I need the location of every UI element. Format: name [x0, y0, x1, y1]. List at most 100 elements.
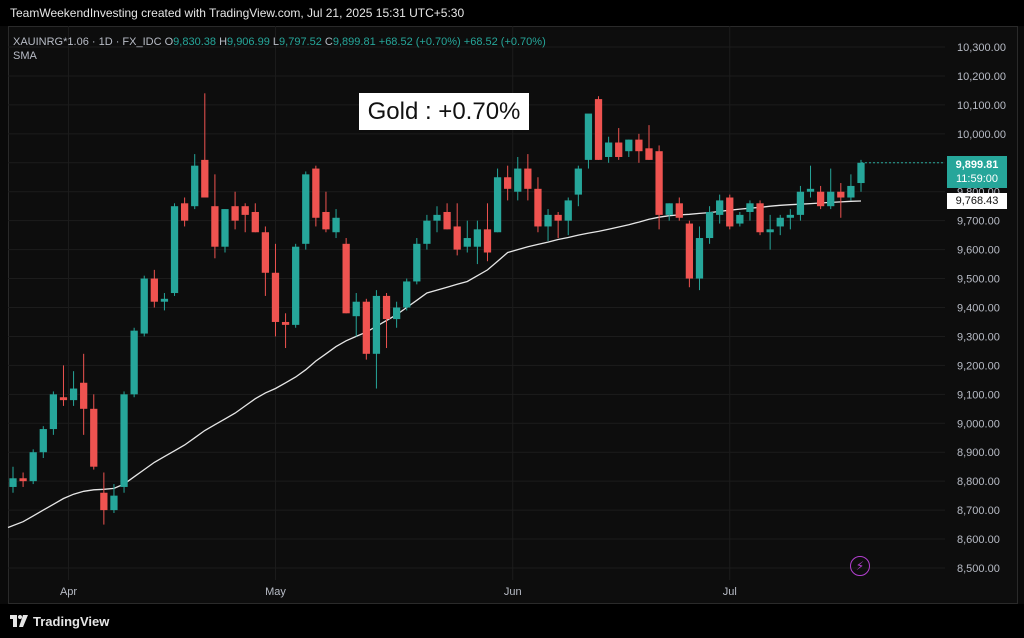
candle[interactable]	[211, 174, 219, 259]
candle[interactable]	[29, 449, 37, 485]
candle[interactable]	[170, 203, 179, 296]
candle[interactable]	[524, 154, 532, 201]
sma-indicator-label[interactable]: SMA	[13, 50, 37, 62]
candle[interactable]	[514, 156, 522, 201]
candle[interactable]	[80, 353, 88, 435]
candle[interactable]	[756, 200, 764, 236]
candle[interactable]	[443, 203, 451, 230]
bar-countdown: 11:59:00	[955, 173, 998, 185]
candle[interactable]	[695, 226, 704, 291]
candle[interactable]	[645, 125, 653, 160]
candle[interactable]	[352, 293, 360, 337]
candle[interactable]	[625, 139, 633, 157]
last-price-value: 9,899.81	[955, 159, 999, 171]
x-tick-label: Jun	[504, 586, 522, 598]
candle[interactable]	[100, 472, 108, 525]
candle[interactable]	[766, 214, 774, 250]
candle[interactable]	[90, 394, 98, 470]
candle[interactable]	[544, 209, 552, 241]
candle[interactable]	[594, 96, 603, 160]
candle[interactable]	[201, 93, 209, 198]
candle[interactable]	[554, 211, 562, 239]
candle[interactable]	[110, 484, 118, 514]
candle[interactable]	[584, 113, 593, 169]
close-value: 9,899.81	[332, 36, 376, 48]
lightning-icon[interactable]: ⚡	[850, 556, 870, 576]
candle[interactable]	[9, 466, 17, 493]
candle[interactable]	[504, 165, 512, 201]
candle[interactable]	[534, 177, 542, 233]
candle[interactable]	[473, 220, 482, 265]
candle[interactable]	[827, 168, 835, 210]
candle[interactable]	[685, 220, 694, 288]
candle[interactable]	[705, 206, 714, 244]
candle[interactable]	[241, 203, 249, 233]
candle[interactable]	[342, 238, 350, 314]
candle[interactable]	[806, 165, 815, 198]
candle[interactable]	[837, 183, 845, 218]
candle[interactable]	[483, 203, 492, 262]
candle[interactable]	[322, 191, 330, 233]
candle[interactable]	[857, 159, 865, 192]
candle[interactable]	[433, 206, 441, 233]
candle[interactable]	[816, 185, 825, 210]
candle[interactable]	[726, 194, 734, 230]
candle[interactable]	[261, 226, 270, 296]
candle[interactable]	[221, 209, 229, 253]
candle[interactable]	[564, 197, 572, 236]
candle[interactable]	[39, 426, 47, 459]
y-tick-label: 9,400.00	[957, 303, 1000, 315]
y-tick-label: 9,000.00	[957, 418, 1000, 430]
candle[interactable]	[574, 165, 582, 207]
candle[interactable]	[191, 154, 199, 210]
candle[interactable]	[403, 278, 411, 311]
candle[interactable]	[463, 220, 471, 253]
candle[interactable]	[312, 165, 320, 227]
candle[interactable]	[746, 200, 754, 221]
candle[interactable]	[130, 327, 138, 398]
candle[interactable]	[281, 313, 290, 349]
candle[interactable]	[140, 275, 148, 337]
candle[interactable]	[362, 298, 370, 360]
candle[interactable]	[251, 203, 259, 233]
candle[interactable]	[796, 185, 805, 221]
change-value: +68.52 (+0.70%)	[378, 36, 461, 48]
candle[interactable]	[665, 203, 673, 221]
candle[interactable]	[382, 293, 391, 349]
candle[interactable]	[736, 211, 744, 227]
candle[interactable]	[392, 301, 401, 328]
candle[interactable]	[847, 174, 855, 201]
ohlc-legend: XAUINRG*1.06 · 1D · FX_IDC O9,830.38 H9,…	[13, 34, 546, 50]
candle[interactable]	[615, 128, 623, 160]
high-value: 9,906.99	[227, 36, 270, 48]
candle[interactable]	[776, 214, 784, 236]
candle[interactable]	[332, 209, 340, 239]
x-tick-label: Apr	[60, 586, 77, 598]
candle[interactable]	[635, 133, 643, 163]
candle[interactable]	[413, 238, 421, 285]
y-tick-label: 10,000.00	[957, 129, 1006, 141]
candle[interactable]	[69, 371, 78, 406]
candle[interactable]	[372, 290, 381, 389]
candle[interactable]	[180, 197, 189, 227]
symbol-label[interactable]: XAUINRG*1.06 · 1D · FX_IDC	[13, 36, 162, 48]
candle[interactable]	[231, 191, 239, 230]
candle[interactable]	[120, 391, 128, 493]
candle[interactable]	[453, 203, 461, 256]
candle[interactable]	[19, 472, 27, 487]
candle[interactable]	[786, 209, 794, 230]
candle[interactable]	[292, 243, 300, 328]
candle[interactable]	[604, 136, 613, 163]
candle[interactable]	[675, 197, 683, 221]
candle[interactable]	[160, 293, 169, 311]
candle[interactable]	[49, 391, 58, 435]
candle[interactable]	[493, 168, 502, 233]
candle[interactable]	[302, 171, 310, 250]
candle[interactable]	[423, 214, 431, 250]
candle[interactable]	[271, 243, 280, 337]
candle[interactable]	[59, 365, 68, 406]
candle[interactable]	[716, 194, 724, 224]
candle[interactable]	[150, 269, 158, 308]
candle[interactable]	[655, 145, 663, 230]
